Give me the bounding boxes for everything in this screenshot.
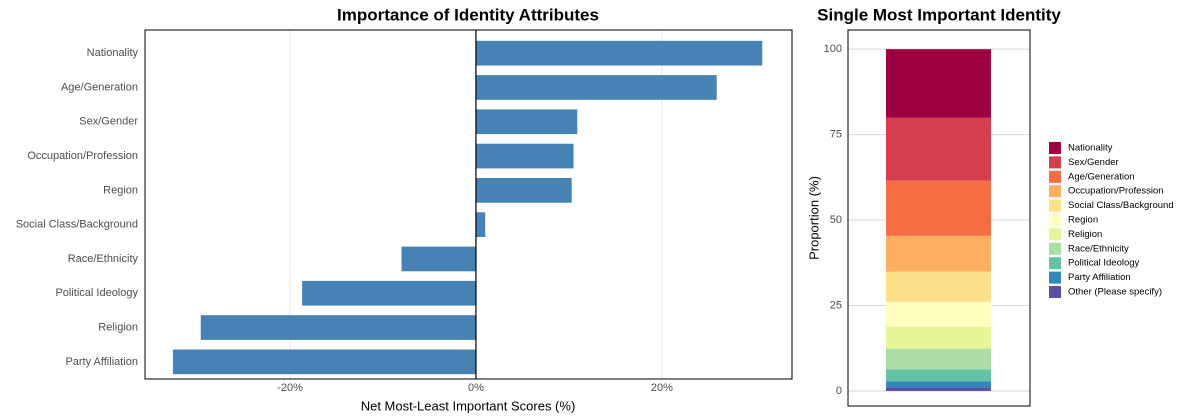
legend-text: Nationality [1068, 143, 1113, 154]
bar [475, 75, 717, 100]
legend-text: Other (Please specify) [1068, 287, 1162, 298]
bar-segment [886, 348, 991, 370]
legend-text: Region [1068, 215, 1098, 226]
bar [475, 143, 574, 169]
legend-swatch [1049, 185, 1061, 198]
legend-swatch [1049, 286, 1061, 298]
y-tick-label: Region [103, 184, 138, 196]
bar [475, 109, 578, 135]
y-tick-label: Nationality [87, 47, 139, 59]
bar [302, 280, 476, 306]
y-tick-label: Occupation/Profession [27, 150, 138, 162]
legend-swatch [1049, 257, 1061, 270]
y-tick-label: Religion [98, 321, 138, 333]
bar-segment [886, 117, 991, 181]
legend-text: Age/Generation [1068, 171, 1135, 182]
legend-text: Political Ideology [1068, 258, 1140, 269]
y-tick-label: Age/Generation [61, 81, 138, 93]
y-tick-label: Sex/Gender [79, 116, 138, 128]
bar [200, 315, 476, 340]
chart-title: Single Most Important Identity [817, 5, 1061, 24]
legend-swatch [1049, 199, 1061, 212]
bar-segment [886, 369, 991, 382]
x-tick-label: 20% [651, 382, 673, 394]
y-tick-label: Party Affiliation [65, 356, 138, 368]
bar-segment [886, 301, 991, 327]
legend-swatch [1049, 170, 1061, 183]
legend-swatch [1049, 271, 1061, 284]
y-tick-label: Race/Ethnicity [68, 253, 139, 265]
bar-segment [886, 381, 991, 388]
y-tick-label: Political Ideology [55, 287, 138, 299]
y-tick-label: 50 [830, 214, 842, 226]
bar [172, 349, 476, 375]
panel-border [144, 29, 793, 380]
y-tick-label: 25 [830, 299, 842, 311]
bar-segment [886, 180, 991, 236]
legend-text: Religion [1068, 229, 1102, 240]
bar [475, 212, 486, 237]
bar-segment [886, 326, 991, 349]
bar-segment [886, 49, 991, 118]
y-axis-label: Proportion (%) [806, 176, 821, 260]
y-tick-label: 100 [824, 43, 842, 55]
legend-text: Race/Ethnicity [1068, 243, 1129, 254]
bar [475, 40, 763, 66]
legend-swatch [1049, 156, 1061, 169]
legend-swatch [1049, 242, 1061, 255]
legend-text: Social Class/Background [1068, 200, 1174, 211]
bar-segment [886, 235, 991, 272]
legend-text: Party Affiliation [1068, 272, 1131, 283]
legend-swatch [1049, 142, 1061, 154]
legend-text: Occupation/Profession [1068, 186, 1164, 197]
x-axis-label: Net Most-Least Important Scores (%) [361, 398, 576, 413]
y-tick-label: 75 [830, 129, 842, 141]
bar [401, 246, 476, 272]
x-tick-label: -20% [277, 382, 303, 394]
bar [475, 178, 572, 203]
y-tick-label: 0 [836, 385, 842, 397]
legend-swatch [1049, 214, 1061, 226]
chart-title: Importance of Identity Attributes [337, 5, 599, 24]
y-tick-label: Social Class/Background [16, 219, 138, 231]
bar-segment [886, 387, 991, 391]
bar-segment [886, 271, 991, 302]
legend-swatch [1049, 228, 1061, 241]
x-tick-label: 0% [468, 382, 484, 394]
panel-border [847, 29, 1031, 407]
legend-text: Sex/Gender [1068, 157, 1119, 168]
